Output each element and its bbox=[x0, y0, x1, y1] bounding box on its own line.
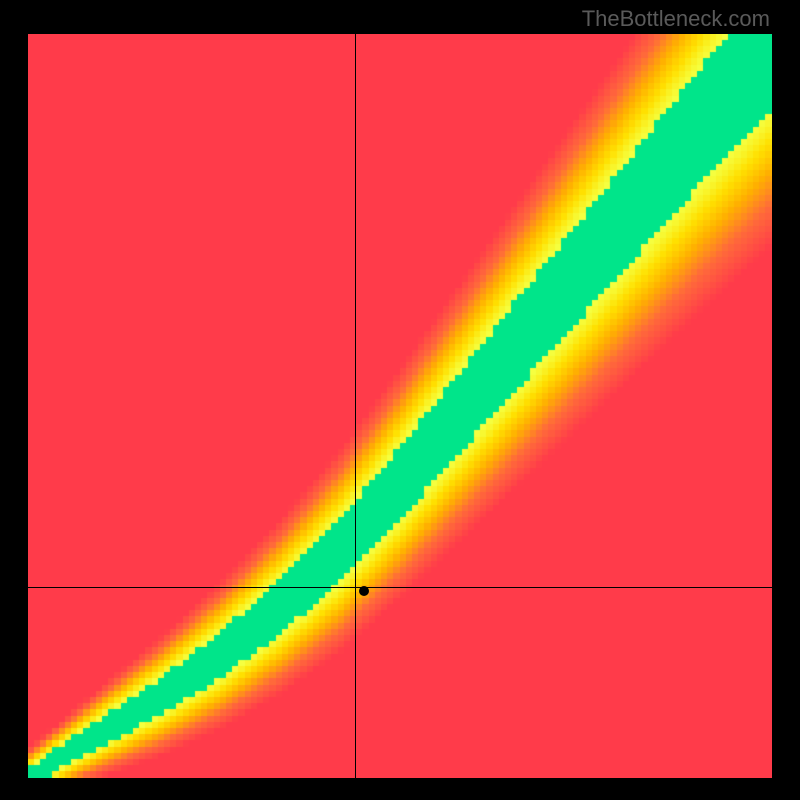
marker-point bbox=[359, 586, 369, 596]
chart-container: TheBottleneck.com bbox=[0, 0, 800, 800]
crosshair-vertical bbox=[355, 34, 356, 778]
heatmap-canvas bbox=[28, 34, 772, 778]
crosshair-horizontal bbox=[28, 587, 772, 588]
watermark-text: TheBottleneck.com bbox=[582, 6, 770, 32]
